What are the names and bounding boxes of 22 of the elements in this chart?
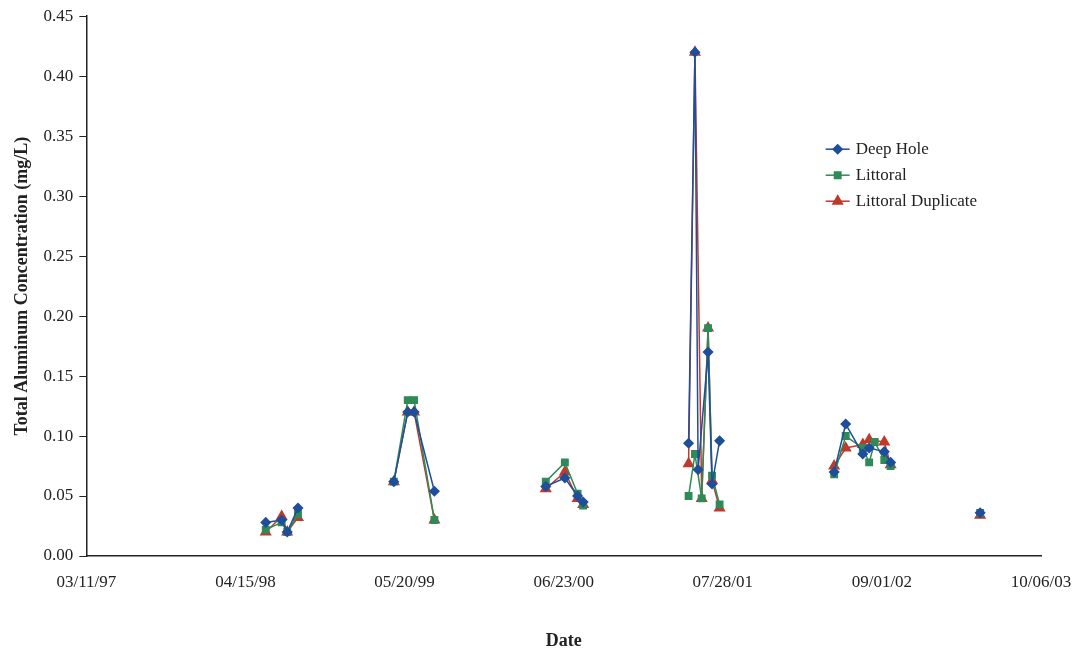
x-tick-label: 07/28/01 [692,571,754,591]
x-tick-label: 06/23/00 [533,571,594,591]
x-tick-label: 10/06/03 [1010,571,1072,591]
legend-label: Deep Hole [855,138,929,158]
y-tick-label: 0.25 [43,245,74,265]
legend-label: Littoral [855,164,907,184]
y-tick-label: 0.45 [43,5,74,25]
y-axis-title: Total Aluminum Concentration (mg/L) [11,136,33,436]
y-tick-label: 0.30 [43,185,74,205]
y-tick-label: 0.20 [43,305,74,325]
x-tick-label: 09/01/02 [851,571,913,591]
y-tick-label: 0.15 [43,365,74,385]
x-tick-label: 03/11/97 [56,571,117,591]
y-tick-label: 0.10 [43,425,74,445]
x-tick-label: 05/20/99 [374,571,435,591]
x-axis-title: Date [545,629,582,650]
y-tick-label: 0.00 [43,545,74,565]
x-tick-label: 04/15/98 [215,571,276,591]
y-tick-label: 0.40 [43,65,74,85]
y-tick-label: 0.05 [43,485,74,505]
y-tick-label: 0.35 [43,125,74,145]
legend-label: Littoral Duplicate [855,190,978,210]
